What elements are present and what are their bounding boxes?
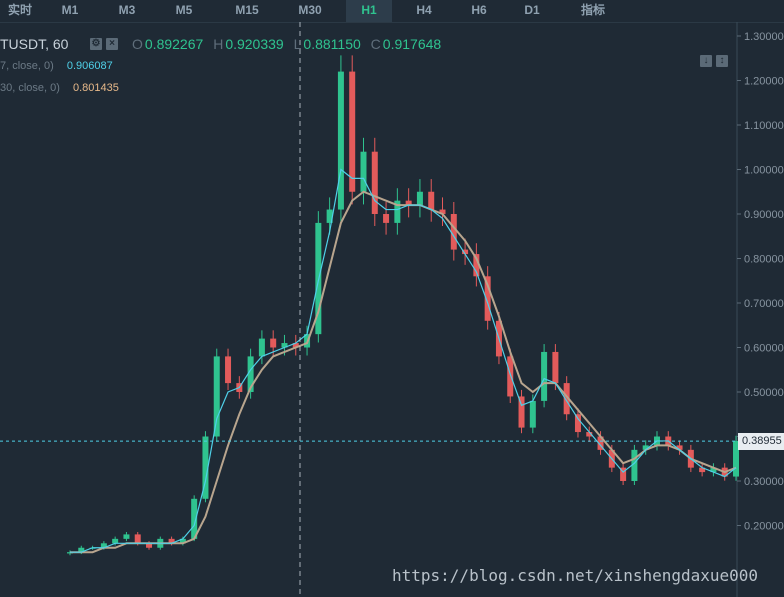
scroll-down-icon[interactable]: ↓ — [700, 55, 712, 67]
candle-body — [202, 436, 209, 499]
candle-body — [78, 547, 85, 553]
candle-body — [507, 356, 514, 397]
candle-body — [552, 351, 559, 384]
candle-body — [620, 467, 627, 481]
last-price-tag: 0.38955 — [738, 433, 784, 451]
candle-body — [574, 414, 581, 433]
ma-fast-line — [70, 168, 737, 553]
candle-body — [383, 214, 390, 223]
low-label: L — [293, 36, 302, 52]
candle-body — [541, 351, 548, 401]
tab-h6[interactable]: H6 — [471, 3, 487, 17]
candle-body — [168, 538, 175, 544]
scroll-up-icon[interactable]: ↕ — [716, 55, 728, 67]
candle-body — [473, 254, 480, 277]
candle-body — [394, 200, 401, 223]
candle-body — [270, 338, 277, 348]
y-tick-label: 0.30000 — [744, 476, 784, 488]
candle-body — [371, 151, 378, 214]
close-label: C — [370, 36, 381, 52]
ma-fast-legend: 7, close, 0) 0.906087 — [0, 60, 113, 72]
y-tick-label: 0.80000 — [744, 254, 784, 266]
y-tick-label: 0.20000 — [744, 521, 784, 533]
close-value: 0.917648 — [382, 36, 442, 52]
candle-body — [146, 543, 153, 548]
open-value: 0.892267 — [144, 36, 204, 52]
candle-body — [258, 338, 265, 357]
ma-slow-line — [70, 190, 737, 554]
candle-body — [360, 151, 367, 192]
close-icon[interactable]: × — [106, 38, 118, 50]
open-label: O — [132, 36, 143, 52]
candle-body — [710, 467, 717, 473]
candle-body — [112, 538, 119, 544]
tab-h1[interactable]: H1 — [346, 0, 392, 22]
candle-body — [292, 343, 299, 348]
high-label: H — [213, 36, 224, 52]
candle-body — [597, 436, 604, 450]
tab-m3[interactable]: M3 — [118, 3, 136, 17]
y-tick-label: 1.00000 — [744, 165, 784, 177]
candle-body — [733, 440, 739, 477]
candle-body — [642, 445, 649, 450]
candle-body — [405, 200, 412, 206]
candle-body — [428, 191, 435, 210]
candle-body — [439, 209, 446, 214]
watermark: https://blog.csdn.net/xinshengdaxue000 — [392, 566, 759, 585]
tab-m1[interactable]: M1 — [61, 3, 79, 17]
candle-body — [416, 191, 423, 206]
candle-body — [123, 534, 130, 539]
y-tick-label: 0.50000 — [744, 387, 784, 399]
candle-body — [337, 71, 344, 210]
tab-m30[interactable]: M30 — [298, 3, 322, 17]
candle-body — [450, 214, 457, 250]
candle-body — [699, 467, 706, 473]
y-tick-label: 1.30000 — [744, 31, 784, 43]
candle-body — [529, 400, 536, 428]
tab-实时[interactable]: 实时 — [7, 3, 32, 17]
candle-body — [631, 449, 638, 481]
y-tick-label: 1.10000 — [744, 120, 784, 132]
ma-slow-legend: 30, close, 0) 0.801435 — [0, 82, 119, 94]
ma-slow-value: 0.801435 — [72, 82, 119, 94]
candle-body — [281, 343, 288, 348]
ma-fast-value: 0.906087 — [66, 60, 113, 72]
candle-body — [586, 432, 593, 437]
candle-body — [326, 209, 333, 223]
low-value: 0.881150 — [303, 36, 361, 52]
high-value: 0.920339 — [225, 36, 284, 52]
tab-d1[interactable]: D1 — [524, 3, 540, 17]
candle-body — [213, 356, 220, 437]
y-tick-label: 0.60000 — [744, 343, 784, 355]
candle-body — [563, 383, 570, 415]
candle-body — [484, 276, 491, 321]
candle-body — [100, 543, 107, 548]
y-tick-label: 0.90000 — [744, 209, 784, 221]
ohlc-legend: TUSDT, 60 ⚙ × O 0.892267 H 0.920339 L 0.881… — [0, 36, 441, 52]
candle-body — [518, 396, 525, 428]
candle-body — [349, 71, 356, 192]
tab-m5[interactable]: M5 — [175, 3, 193, 17]
tab-h4[interactable]: H4 — [416, 3, 432, 17]
candle-body — [191, 498, 198, 539]
tab-指标[interactable]: 指标 — [580, 3, 605, 17]
symbol-label: TUSDT, 60 — [0, 36, 69, 52]
ma-fast-name: 7, close, 0) — [0, 60, 54, 72]
y-tick-label: 1.20000 — [744, 76, 784, 88]
candle-body — [225, 356, 232, 384]
candle-body — [179, 538, 186, 544]
candle-body — [134, 534, 141, 544]
y-tick-label: 0.70000 — [744, 298, 784, 310]
candle-body — [247, 356, 254, 392]
tab-m15[interactable]: M15 — [235, 3, 259, 17]
candle-body — [462, 249, 469, 255]
candle-body — [676, 445, 683, 450]
settings-icon[interactable]: ⚙ — [90, 38, 102, 50]
price-chart[interactable]: 1.30000 1.20000 1.10000 1.00000 0.90000 0.800… — [0, 22, 784, 597]
ma-slow-name: 30, close, 0) — [0, 82, 60, 94]
timeframe-bar: 实时 M1 M3 M5 M15 M30 H1 H4 H6 D1 指标 — [0, 0, 784, 23]
